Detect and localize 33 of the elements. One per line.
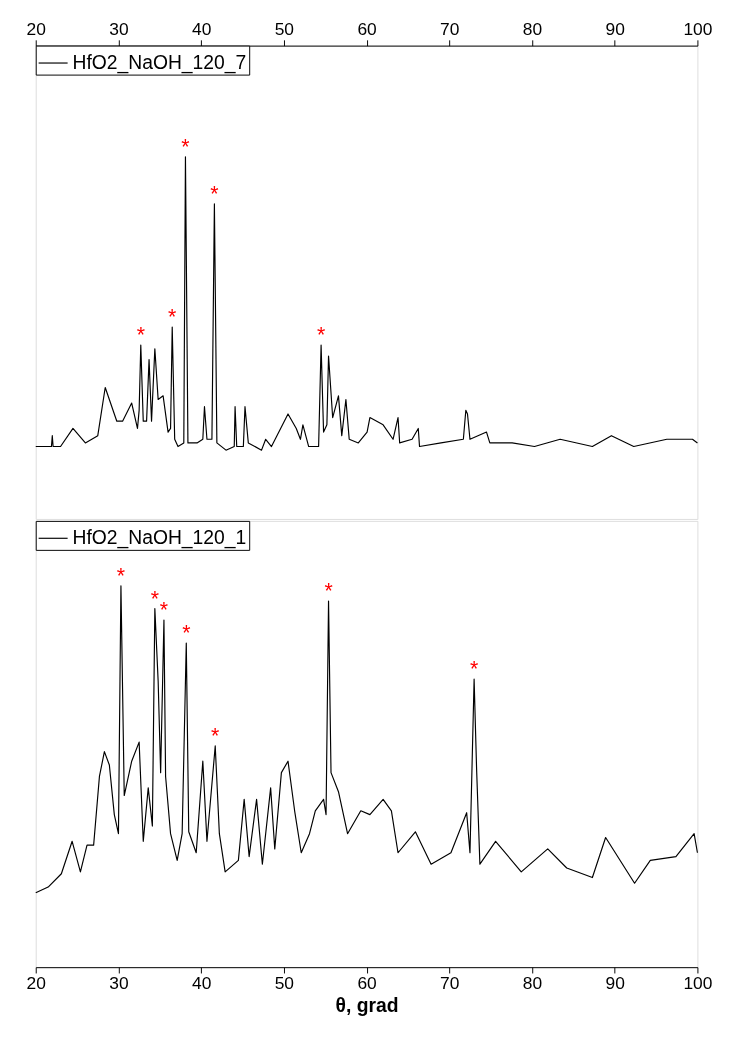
x-tick-label: 100	[683, 18, 713, 39]
x-tick-label: 30	[109, 972, 129, 993]
annotation: *	[210, 182, 219, 206]
x-tick-label: 80	[522, 18, 543, 39]
annotation: *	[469, 657, 479, 682]
x-tick-label: 60	[357, 18, 377, 39]
x-tick-label: 70	[440, 972, 460, 993]
x-tick-label: 50	[274, 972, 295, 993]
x-tick-label: 90	[605, 972, 625, 993]
annotation: *	[159, 598, 169, 623]
legend-label: HfO2_NaOH_120_7	[72, 51, 247, 74]
x-tick-label: 40	[191, 18, 212, 39]
annotation: *	[181, 134, 190, 159]
x-tick-label: 20	[26, 18, 46, 39]
annotation: *	[168, 305, 177, 330]
annotation: *	[136, 323, 145, 348]
x-tick-label: 50	[274, 18, 295, 39]
x-tick-label: 60	[357, 972, 377, 993]
x-axis-title: θ, grad	[335, 995, 399, 1017]
x-tick-label: 30	[109, 18, 129, 39]
x-tick-label: 100	[683, 972, 713, 993]
annotation: *	[324, 579, 333, 604]
annotation: *	[211, 724, 220, 749]
x-tick-label: 90	[605, 18, 625, 39]
x-tick-label: 80	[522, 972, 543, 993]
x-tick-label: 70	[440, 18, 460, 39]
x-tick-label: 40	[191, 972, 212, 993]
annotation: *	[316, 323, 326, 348]
annotation: *	[150, 586, 159, 611]
legend-label: HfO2_NaOH_120_1	[72, 527, 247, 550]
annotation: *	[116, 563, 126, 588]
x-tick-label: 20	[26, 972, 46, 993]
annotation: *	[182, 621, 191, 646]
